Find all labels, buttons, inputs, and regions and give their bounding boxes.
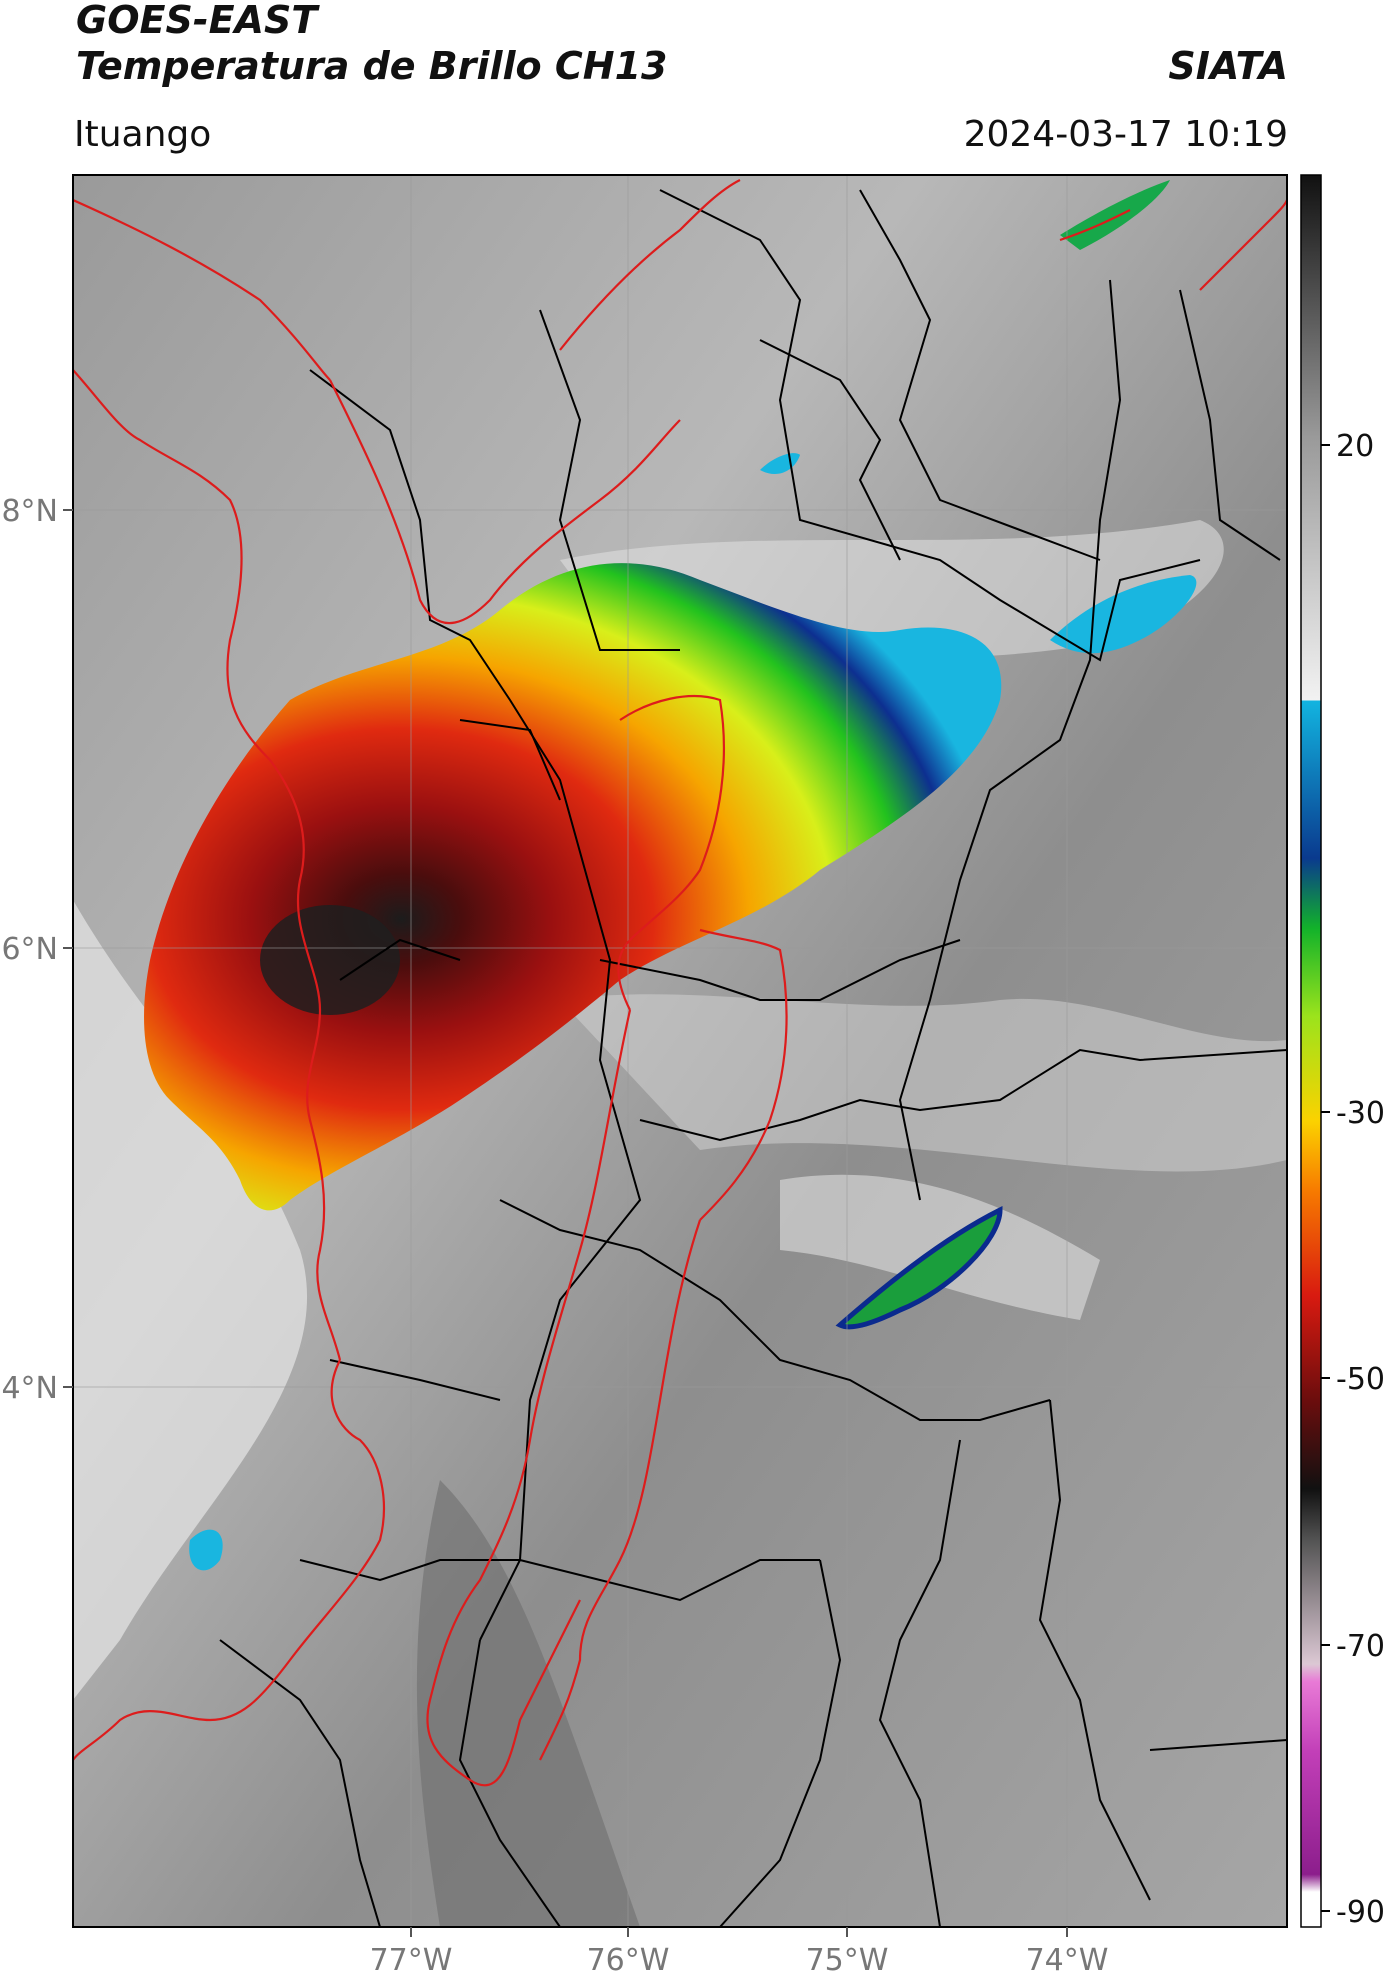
lon-tick-label: 76°W (587, 1943, 670, 1978)
agency-label: SIATA (1168, 44, 1288, 88)
colorbar: 20 -30 -50 -70 -90 (1300, 174, 1384, 1930)
convective-cloud-system (144, 563, 1002, 1211)
lon-tick-label: 74°W (1026, 1943, 1109, 1978)
lat-tick-label: 4°N (1, 1371, 58, 1406)
cold-cell-southwest (189, 1529, 223, 1571)
lat-axis: 8°N 6°N 4°N (1, 494, 73, 1406)
gridlines (73, 175, 1287, 1927)
colorbar-gradient (1300, 174, 1322, 1928)
coldest-cloud-top (260, 905, 400, 1015)
cold-cell-east (1050, 575, 1197, 654)
lon-tick-label: 75°W (806, 1943, 889, 1978)
product-title: Temperatura de Brillo CH13 (76, 44, 668, 88)
national-borders (73, 179, 1287, 1787)
department-borders (219, 189, 1287, 1927)
lat-tick-label: 8°N (1, 494, 58, 529)
datetime-label: 2024-03-17 10:19 (963, 114, 1288, 155)
lat-tick-label: 6°N (1, 932, 58, 967)
colorbar-tick-label: -70 (1336, 1629, 1384, 1664)
colorbar-tick-label: -50 (1336, 1362, 1384, 1397)
colorbar-tick-label: -30 (1336, 1096, 1384, 1131)
cold-cell-southeast (835, 1205, 1003, 1330)
colorbar-tick-label: -90 (1336, 1895, 1384, 1930)
cloud-streak-central (560, 994, 1287, 1172)
cold-cell-northeast (1060, 180, 1170, 250)
lon-tick-label: 77°W (370, 1943, 453, 1978)
map-frame (72, 174, 1288, 1928)
colorbar-tick-label: 20 (1336, 429, 1374, 464)
satellite-title: GOES-EAST (76, 0, 318, 42)
region-label: Ituango (74, 114, 212, 155)
cloud-streak-west (73, 900, 308, 1700)
map-panel (73, 175, 1287, 1927)
lon-axis: 77°W 76°W 75°W 74°W (370, 1927, 1109, 1978)
